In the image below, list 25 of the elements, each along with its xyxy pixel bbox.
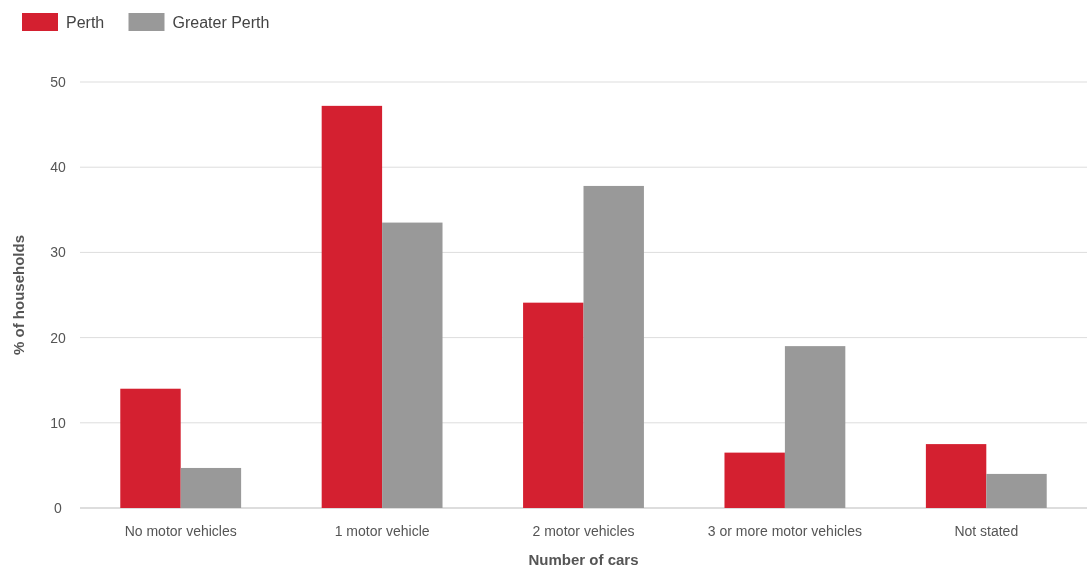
y-tick-label: 30 [50,244,66,261]
y-tick-label: 10 [50,414,66,431]
y-axis-title: % of households [10,235,27,355]
bar [382,222,443,508]
bar [784,346,846,508]
bar [523,302,584,508]
legend-label: Greater Perth [172,13,270,31]
x-tick-label: 2 motor vehicles [532,523,635,539]
bar [583,185,644,508]
bar [120,388,181,508]
bar [180,467,242,508]
y-tick-label: 40 [50,159,66,176]
x-tick-label: No motor vehicles [124,523,237,539]
x-tick-label: 1 motor vehicle [334,523,430,539]
bar [321,105,383,508]
bar [986,473,1047,508]
bar [724,452,785,508]
y-tick-label: 20 [50,329,66,346]
x-tick-label: Not stated [954,523,1019,539]
x-axis-title: Number of cars [528,551,639,568]
legend-label: Perth [66,13,105,31]
y-tick-label: 50 [50,73,66,90]
y-tick-label: 0 [54,499,63,516]
x-tick-label: 3 or more motor vehicles [707,523,862,539]
bar [925,444,987,508]
